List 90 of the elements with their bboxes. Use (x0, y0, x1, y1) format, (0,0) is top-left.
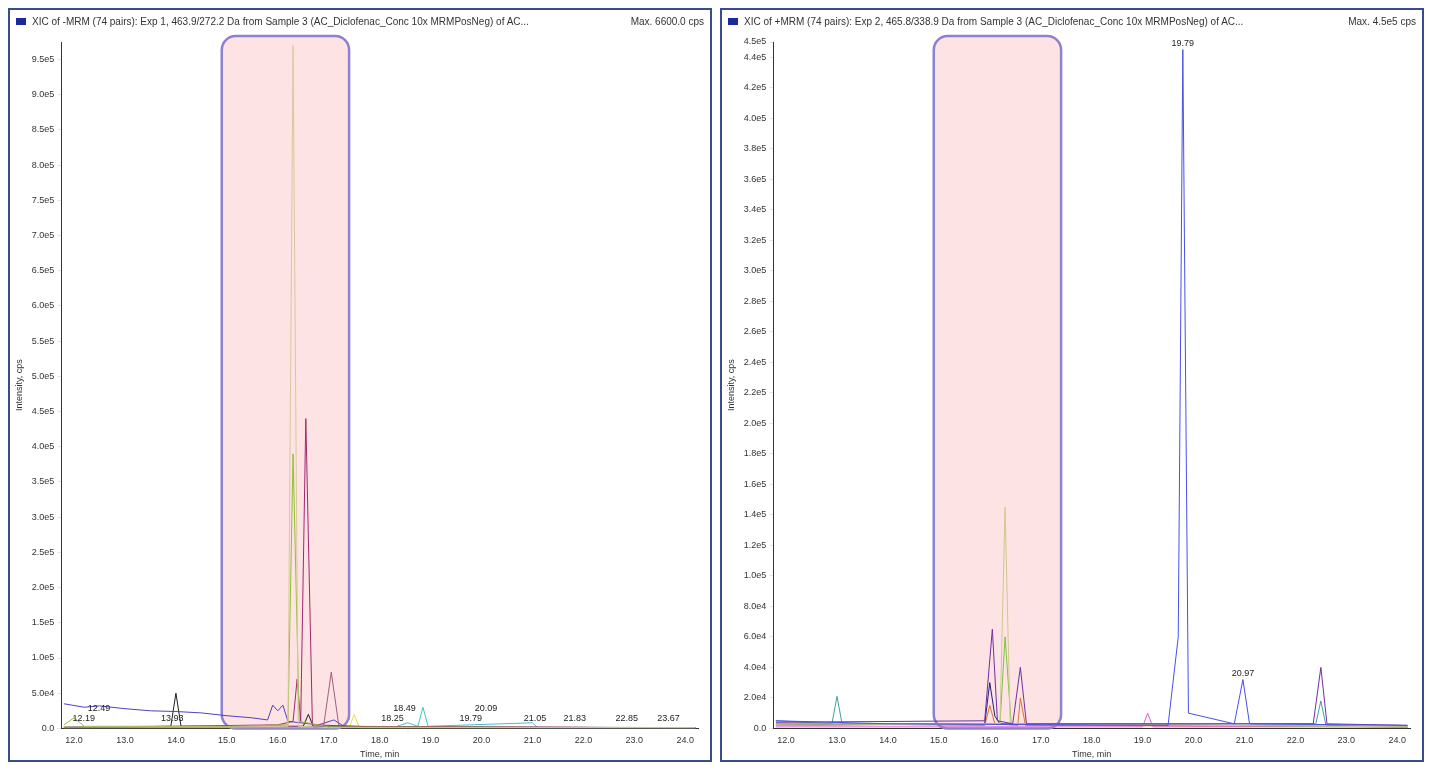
x-tick-label: 12.0 (777, 735, 795, 746)
y-tick-label: 1.4e5 (743, 509, 767, 520)
y-tick-label: 3.5e5 (31, 476, 55, 487)
y-tick-label: 3.6e5 (743, 173, 767, 184)
x-tick-label: 15.0 (930, 735, 948, 746)
y-tick-label: 7.5e5 (31, 194, 55, 205)
y-tick-label: 9.5e5 (31, 54, 55, 65)
x-axis-title: Time, min (360, 749, 400, 760)
x-axis-title: Time, min (1072, 749, 1112, 760)
annotation: 23.67 (657, 712, 680, 723)
annotation: 21.83 (563, 712, 586, 723)
x-tick-label: 14.0 (167, 735, 185, 746)
x-tick-label: 19.0 (1133, 735, 1152, 746)
x-tick-label: 21.0 (523, 735, 542, 746)
y-tick-label: 2.2e5 (743, 387, 767, 398)
y-tick-label: 2.0e4 (743, 692, 767, 703)
y-tick-label: 2.8e5 (743, 295, 767, 306)
annotation: 12.49 (87, 702, 111, 713)
x-tick-label: 15.0 (218, 735, 236, 746)
x-tick-label: 23.0 (625, 735, 644, 746)
annotation: 19.79 (459, 712, 483, 723)
y-tick-label: 6.0e4 (743, 631, 767, 642)
x-tick-label: 23.0 (1337, 735, 1356, 746)
chart-title: XIC of -MRM (74 pairs): Exp 1, 463.9/272.2 Da from Sample 3 (AC_Diclofenac_Conc 10x MRMPosNeg) of AC... (32, 15, 530, 27)
y-axis-title: Intensity, cps (13, 358, 24, 412)
y-tick-label: 8.5e5 (31, 124, 55, 135)
y-tick-label: 2.0e5 (31, 582, 55, 593)
annotation: 12.19 (72, 712, 95, 723)
y-tick-label: 3.0e5 (31, 511, 55, 522)
annotation: 21.05 (523, 712, 547, 723)
x-tick-label: 13.0 (828, 735, 846, 746)
y-tick-label: 2.0e5 (743, 417, 767, 428)
x-tick-label: 24.0 (676, 735, 695, 746)
y-axis-title: Intensity, cps (725, 358, 736, 412)
y-tick-label: 5.0e5 (31, 370, 55, 381)
x-tick-label: 24.0 (1388, 735, 1407, 746)
annotation: 18.25 (381, 712, 404, 723)
y-tick-label: 4.5e5 (31, 406, 55, 417)
y-tick-label: 8.0e4 (743, 600, 767, 611)
x-tick-label: 18.0 (1082, 735, 1101, 746)
y-tick-label: 3.0e5 (743, 265, 767, 276)
x-tick-label: 20.0 (472, 735, 491, 746)
annotation: 20.97 (1231, 667, 1255, 678)
x-tick-label: 19.0 (421, 735, 440, 746)
x-tick-label: 17.0 (1031, 735, 1050, 746)
y-tick-label: 5.0e4 (31, 687, 55, 698)
chart-subtitle: Max. 6600.0 cps (630, 15, 704, 27)
x-tick-label: 12.0 (65, 735, 83, 746)
x-tick-label: 14.0 (879, 735, 897, 746)
y-tick-label: 0.0 (753, 722, 767, 733)
y-tick-label: 8.0e5 (31, 159, 55, 170)
x-tick-label: 22.0 (574, 735, 593, 746)
annotation: 19.79 (1171, 37, 1195, 48)
y-tick-label: 6.0e5 (31, 300, 55, 311)
y-tick-label: 1.0e5 (743, 570, 767, 581)
y-tick-label: 2.6e5 (743, 326, 767, 337)
y-tick-label: 9.0e5 (31, 89, 55, 100)
y-tick-label: 3.4e5 (743, 204, 767, 215)
y-tick-label: 0.0 (41, 722, 55, 733)
x-tick-label: 21.0 (1235, 735, 1254, 746)
y-tick-label: 1.6e5 (743, 478, 767, 489)
y-tick-label: 7.0e5 (31, 230, 55, 241)
y-tick-label: 5.5e5 (31, 335, 55, 346)
y-tick-label: 1.5e5 (31, 617, 55, 628)
y-tick-label: 3.2e5 (743, 234, 767, 245)
y-tick-label: 2.5e5 (31, 546, 55, 557)
y-tick-label: 4.0e5 (743, 112, 767, 123)
x-tick-label: 13.0 (116, 735, 134, 746)
y-tick-label: 2.4e5 (743, 356, 767, 367)
y-tick-label: 4.0e5 (31, 441, 55, 452)
y-tick-label: 6.5e5 (31, 265, 55, 276)
annotation: 22.85 (615, 712, 638, 723)
annotation: 18.49 (393, 702, 416, 713)
y-tick-label: 1.2e5 (743, 539, 767, 550)
y-tick-label: 1.0e5 (31, 652, 55, 663)
x-tick-label: 20.0 (1184, 735, 1203, 746)
y-tick-label: 4.2e5 (743, 82, 767, 93)
x-tick-label: 16.0 (269, 735, 287, 746)
chart-title: XIC of +MRM (74 pairs): Exp 2, 465.8/338.9 Da from Sample 3 (AC_Diclofenac_Conc 10x MRMPosNeg) of AC... (744, 15, 1245, 27)
x-tick-label: 17.0 (319, 735, 338, 746)
y-tick-label: 1.8e5 (743, 448, 767, 459)
x-tick-label: 18.0 (370, 735, 389, 746)
x-tick-label: 22.0 (1286, 735, 1305, 746)
annotation: 20.09 (474, 702, 498, 713)
x-tick-label: 16.0 (981, 735, 999, 746)
y-tick-label: 4.0e4 (743, 661, 767, 672)
y-tick-label: 4.4e5 (743, 51, 767, 62)
chart-subtitle: Max. 4.5e5 cps (1348, 15, 1416, 27)
y-tick-label: 4.5e5 (743, 36, 767, 47)
y-tick-label: 3.8e5 (743, 143, 767, 154)
